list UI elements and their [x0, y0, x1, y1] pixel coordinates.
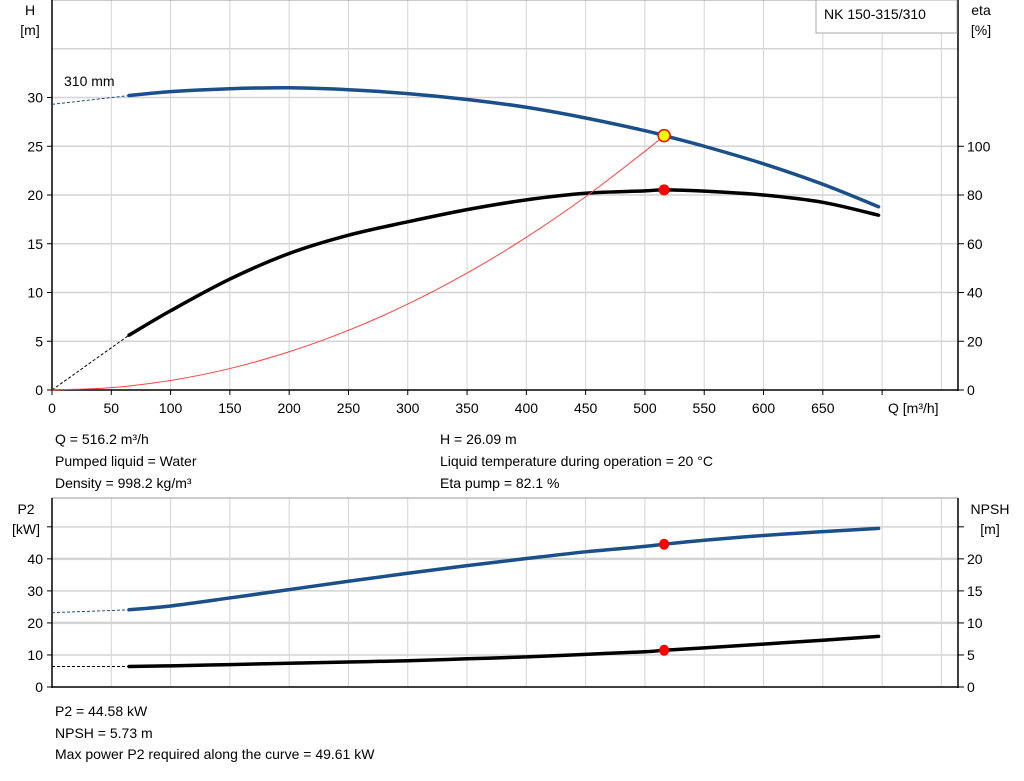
x-tick-label: 600	[752, 400, 776, 416]
x-tick-label: 200	[277, 400, 301, 416]
y-left-tick-label: 10	[27, 647, 43, 663]
y-left-tick-label: 40	[27, 551, 43, 567]
series-head-extrapolated	[51, 95, 130, 105]
legend-box	[815, 0, 958, 34]
operating-point-npsh-marker	[659, 644, 670, 656]
y-right-tick-label: 20	[967, 333, 983, 349]
x-tick-label: 250	[337, 400, 361, 416]
series-p2-curve	[127, 526, 881, 612]
y-right-tick-label: 10	[967, 615, 983, 631]
x-tick-label: 50	[104, 400, 120, 416]
x-tick-label: 400	[515, 400, 539, 416]
info-npsh: NPSH = 5.73 m	[55, 725, 153, 741]
info-density: Density = 998.2 kg/m³	[55, 475, 192, 491]
y-left-tick-label: 0	[35, 679, 43, 695]
x-tick-label: 0	[48, 400, 56, 416]
x-tick-label: 150	[218, 400, 242, 416]
y-left-tick-label: 20	[27, 187, 43, 203]
y-right-tick-label: 40	[967, 285, 983, 301]
y-left-tick-label: 10	[27, 285, 43, 301]
y-left-axis-unit: [kW]	[12, 521, 40, 537]
x-tick-label: 100	[159, 400, 183, 416]
y-left-tick-label: 30	[27, 90, 43, 106]
y-right-tick-label: 5	[967, 647, 975, 663]
x-tick-label: 500	[633, 400, 657, 416]
y-left-tick-label: 30	[27, 583, 43, 599]
legend-title: NK 150-315/310	[824, 6, 926, 22]
y-right-axis-title: NPSH	[971, 501, 1010, 517]
y-right-axis-unit: [%]	[971, 22, 991, 38]
y-left-tick-label: 5	[35, 333, 43, 349]
y-right-tick-label: 0	[967, 382, 975, 398]
operating-point-p2-marker	[659, 538, 670, 550]
x-tick-label: 550	[693, 400, 717, 416]
operating-point-head-marker	[657, 128, 671, 143]
series-head-curve	[127, 85, 881, 209]
series-p2-extrapolated	[51, 609, 130, 614]
series-eta-extrapolated	[51, 334, 130, 391]
info-liquid: Pumped liquid = Water	[55, 453, 197, 469]
y-right-axis-unit: [m]	[980, 521, 999, 537]
x-tick-label: 350	[455, 400, 479, 416]
y-left-axis-title: H	[25, 2, 35, 18]
y-right-tick-label: 15	[967, 583, 983, 599]
info-head: H = 26.09 m	[440, 431, 517, 447]
y-right-tick-label: 0	[967, 679, 975, 695]
x-tick-label: 300	[396, 400, 420, 416]
y-left-axis-title: P2	[17, 501, 34, 517]
x-axis-label: Q [m³/h]	[888, 400, 939, 416]
info-p2: P2 = 44.58 kW	[55, 703, 148, 719]
info-eta: Eta pump = 82.1 %	[440, 475, 560, 491]
series-eta-curve	[127, 188, 881, 337]
series-system-curve	[51, 135, 665, 391]
y-left-tick-label: 15	[27, 236, 43, 252]
y-left-tick-label: 0	[35, 382, 43, 398]
x-tick-label: 650	[811, 400, 835, 416]
y-left-tick-label: 20	[27, 615, 43, 631]
info-max-power: Max power P2 required along the curve = …	[55, 746, 375, 762]
info-flow: Q = 516.2 m³/h	[55, 431, 149, 447]
series-npsh-curve	[127, 634, 881, 669]
x-tick-label: 450	[574, 400, 598, 416]
info-temperature: Liquid temperature during operation = 20…	[440, 453, 713, 469]
y-right-tick-label: 60	[967, 236, 983, 252]
y-left-axis-unit: [m]	[20, 22, 39, 38]
impeller-diameter-label: 310 mm	[64, 73, 115, 89]
y-right-axis-title: eta	[971, 2, 991, 18]
y-right-tick-label: 20	[967, 551, 983, 567]
operating-point-eta-marker	[658, 184, 670, 196]
y-right-tick-label: 80	[967, 187, 983, 203]
y-right-tick-label: 100	[967, 138, 991, 154]
y-left-tick-label: 25	[27, 138, 43, 154]
